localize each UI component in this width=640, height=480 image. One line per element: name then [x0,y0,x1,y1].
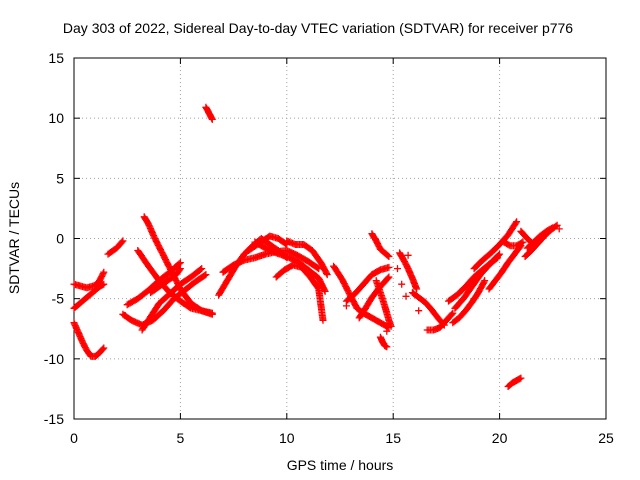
x-tick-label: 20 [492,430,508,446]
data-point [517,374,525,382]
data-point [481,277,489,285]
data-point [323,271,331,279]
data-point [176,265,184,273]
data-points [70,103,563,390]
data-point [176,266,183,274]
data-point [402,292,410,300]
data-point [319,316,327,324]
data-point [512,219,520,227]
data-point [530,241,538,248]
x-axis-ticks: 0 5 10 15 20 25 [70,58,614,446]
y-tick-label: -5 [52,291,65,307]
data-point [548,224,555,232]
data-point [553,221,561,229]
data-point [413,285,421,293]
y-axis-label: SDTVAR / TECUs [6,182,22,294]
data-point [175,260,183,268]
data-point [384,274,392,282]
data-point [321,287,329,295]
data-point [201,271,209,279]
data-point [385,253,393,260]
y-tick-label: 15 [48,50,64,66]
data-point [208,309,216,317]
data-point [529,240,537,247]
data-point [100,280,108,288]
data-point [100,344,108,352]
data-point [394,265,401,273]
data-point [119,237,127,245]
y-tick-label: -15 [44,411,64,427]
data-point [387,322,395,330]
data-point [385,273,393,281]
data-point [198,265,206,273]
data-point [323,269,330,277]
data-point [383,327,391,335]
data-point [519,238,527,246]
data-point [314,264,321,272]
x-axis-label: GPS time / hours [287,457,394,473]
data-point [176,259,184,267]
y-tick-label: 0 [56,231,64,247]
x-tick-label: 10 [279,430,295,446]
data-point [415,307,423,315]
data-point [197,266,204,273]
data-point [282,240,290,248]
data-point [208,115,216,123]
data-point [384,252,392,260]
x-tick-label: 0 [70,430,78,446]
x-tick-label: 5 [177,430,185,446]
data-point [449,309,457,317]
chart-title: Day 303 of 2022, Sidereal Day-to-day VTE… [63,20,573,36]
y-tick-label: 5 [56,170,64,186]
data-point [99,270,107,278]
data-point [518,239,526,247]
data-point [549,224,557,232]
y-tick-label: 10 [48,110,64,126]
data-point [383,343,391,351]
data-point [496,250,504,258]
data-point [118,238,126,246]
data-point [202,271,210,279]
data-point [448,310,456,318]
data-point [315,265,323,273]
y-axis-ticks: -15 -10 -5 0 5 10 15 [44,50,606,427]
data-point [121,312,129,319]
y-tick-label: -10 [44,351,64,367]
x-tick-label: 25 [598,430,614,446]
data-point [283,241,291,248]
data-point [398,280,406,288]
data-point [100,268,108,276]
data-point [342,302,350,310]
data-point [555,225,563,233]
data-point [494,254,501,262]
data-point [385,263,393,271]
data-point [404,251,412,259]
data-point [492,255,500,263]
x-tick-label: 15 [385,430,401,446]
data-point [480,278,488,286]
data-point [513,218,521,226]
data-point [359,309,367,317]
data-point [99,345,107,353]
